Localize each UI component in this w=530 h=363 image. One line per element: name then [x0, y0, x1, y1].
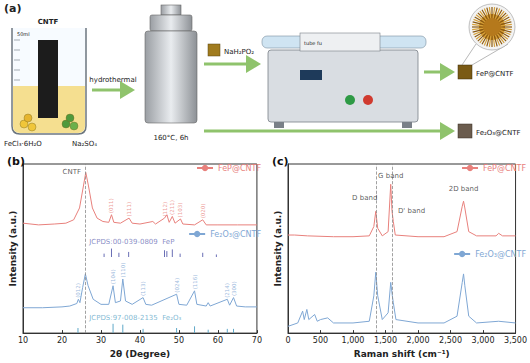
- svg-text:(116): (116): [192, 275, 198, 290]
- svg-text:D band: D band: [352, 194, 377, 202]
- svg-text:(104): (104): [110, 269, 116, 284]
- svg-text:10: 10: [18, 336, 28, 345]
- svg-text:JCPDS:00-039-0809 FeP: JCPDS:00-039-0809 FeP: [88, 238, 174, 246]
- svg-text:Intensity (a.u.): Intensity (a.u.): [8, 211, 18, 287]
- svg-text:FeP@CNTF: FeP@CNTF: [483, 164, 526, 173]
- svg-text:(211): (211): [169, 200, 175, 215]
- svg-text:(a): (a): [4, 2, 21, 15]
- svg-text:3,500: 3,500: [504, 336, 527, 345]
- svg-text:2,500: 2,500: [439, 336, 462, 345]
- svg-text:Fe₂O₃@CNTF: Fe₂O₃@CNTF: [476, 129, 521, 137]
- svg-text:(c): (c): [272, 155, 289, 168]
- svg-text:(112): (112): [162, 202, 168, 217]
- svg-text:Na₂SO₄: Na₂SO₄: [72, 140, 97, 148]
- svg-text:FeCl₃·6H₂O: FeCl₃·6H₂O: [4, 140, 42, 148]
- svg-text:70: 70: [252, 336, 262, 345]
- svg-text:0: 0: [285, 336, 290, 345]
- svg-text:JCPDS:97-008-2135 Fe₂O₃: JCPDS:97-008-2135 Fe₂O₃: [88, 314, 181, 322]
- svg-text:(103): (103): [177, 203, 183, 218]
- svg-text:50ml: 50ml: [17, 31, 30, 37]
- svg-text:2D band: 2D band: [449, 185, 479, 193]
- svg-text:2θ (Degree): 2θ (Degree): [110, 349, 170, 359]
- svg-text:CNTF: CNTF: [38, 18, 59, 26]
- svg-text:(300): (300): [231, 281, 237, 296]
- svg-text:160°C, 6h: 160°C, 6h: [153, 134, 188, 142]
- svg-text:2,000: 2,000: [407, 336, 430, 345]
- svg-text:1,000: 1,000: [342, 336, 365, 345]
- svg-text:CNTF: CNTF: [63, 168, 81, 176]
- svg-text:(011): (011): [108, 198, 114, 213]
- svg-text:(113): (113): [140, 281, 146, 296]
- svg-text:1,500: 1,500: [374, 336, 397, 345]
- svg-text:(110): (110): [120, 263, 126, 278]
- svg-text:NaH₂PO₂: NaH₂PO₂: [224, 48, 254, 56]
- svg-text:20: 20: [57, 336, 67, 345]
- svg-text:FeP@CNTF: FeP@CNTF: [218, 164, 261, 173]
- svg-text:(012): (012): [75, 283, 81, 298]
- svg-text:hydrothermal: hydrothermal: [89, 76, 136, 84]
- svg-text:(b): (b): [7, 155, 25, 168]
- svg-text:50: 50: [174, 336, 184, 345]
- svg-text:G band: G band: [378, 172, 403, 180]
- svg-text:Fe₂O₃@CNTF: Fe₂O₃@CNTF: [475, 250, 526, 259]
- svg-text:40: 40: [135, 336, 145, 345]
- svg-text:D' band: D' band: [398, 207, 425, 215]
- svg-text:Raman shift (cm⁻¹): Raman shift (cm⁻¹): [354, 349, 450, 359]
- svg-text:500: 500: [313, 336, 328, 345]
- svg-text:(111): (111): [126, 202, 132, 217]
- svg-text:Intensity (a.u.): Intensity (a.u.): [273, 211, 283, 287]
- svg-text:30: 30: [96, 336, 106, 345]
- svg-text:FeP@CNTF: FeP@CNTF: [476, 70, 514, 78]
- svg-text:60: 60: [213, 336, 223, 345]
- svg-text:Fe₂O₃@CNTF: Fe₂O₃@CNTF: [210, 230, 261, 239]
- svg-text:(020): (020): [200, 204, 206, 219]
- svg-text:tube fu: tube fu: [304, 40, 322, 46]
- svg-text:(024): (024): [174, 278, 180, 293]
- svg-text:3,000: 3,000: [472, 336, 495, 345]
- svg-text:(214): (214): [224, 283, 230, 298]
